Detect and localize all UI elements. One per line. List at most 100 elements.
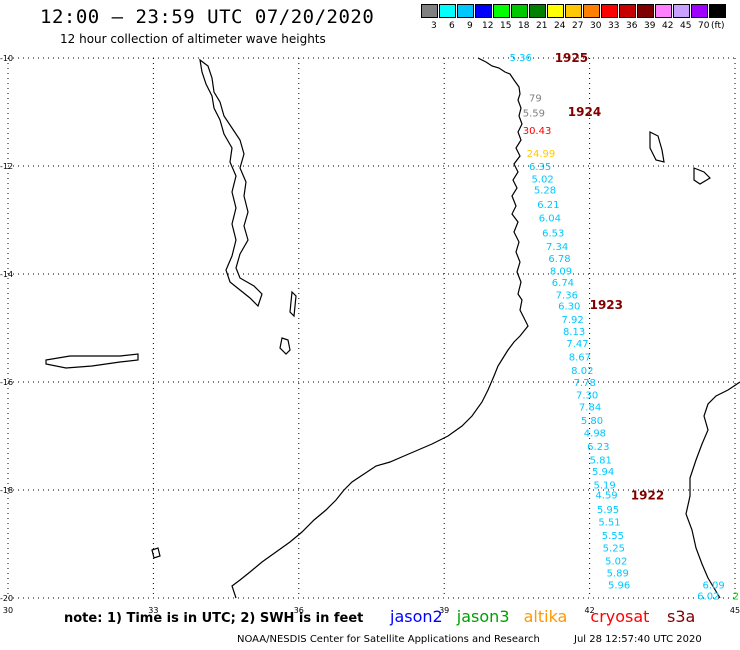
longitude-tick-label: 39: [439, 606, 449, 615]
wave-height-value: 7.34: [546, 242, 568, 253]
wave-height-value: 6.23: [587, 442, 609, 453]
latitude-tick-label: -14: [0, 270, 13, 279]
comoros-island: [693, 167, 711, 185]
wave-height-value: 6.04: [539, 213, 561, 224]
inland-lake: [289, 290, 297, 318]
legend-swatch: [601, 4, 618, 18]
track-label: 1924: [568, 105, 601, 119]
latitude-tick-label: -16: [0, 378, 13, 387]
mission-label: s3a: [667, 607, 696, 626]
wave-height-value: 30.43: [523, 126, 552, 137]
mission-label: jason2: [390, 607, 443, 626]
legend-swatch: [637, 4, 654, 18]
wave-height-value: 4.98: [584, 428, 606, 439]
wave-height-value: 5.28: [534, 185, 556, 196]
coastlines: [45, 57, 740, 599]
legend-label: 24: [554, 21, 566, 31]
wave-height-value: 4.59: [595, 490, 617, 501]
satellite-track-labels: 1925 1924 1923 1922: [555, 51, 664, 502]
latitude-tick-label: -10: [0, 54, 13, 63]
africa-coastline: [231, 57, 529, 599]
wave-height-value: 5.02: [605, 556, 627, 567]
wave-height-value: 5.80: [581, 416, 603, 427]
wave-height-value: 5.59: [523, 109, 545, 120]
wave-height-value: 5.81: [590, 455, 612, 466]
legend-label: 39: [644, 21, 656, 31]
legend-label: 70: [698, 21, 710, 31]
legend-swatch: [475, 4, 492, 18]
legend-swatch: [493, 4, 510, 18]
legend-label: 15: [500, 21, 512, 31]
comoros-island: [649, 131, 665, 163]
wave-height-value: 5.02: [531, 175, 553, 186]
legend-label: 33: [608, 21, 620, 31]
timestamp-text: Jul 28 12:57:40 UTC 2020: [574, 634, 702, 645]
wave-height-value: 2: [733, 591, 739, 602]
legend-swatch: [421, 4, 438, 18]
wave-height-value: 5.36: [510, 53, 532, 64]
legend-swatch: [547, 4, 564, 18]
inland-lake: [279, 337, 291, 355]
legend-swatch: [439, 4, 456, 18]
wave-height-value: 5.25: [603, 543, 625, 554]
wave-height-value: 5.19: [593, 481, 615, 492]
wave-height-value: 6.35: [529, 162, 551, 173]
wave-height-value: 6.09: [703, 581, 725, 592]
wave-height-value: 79: [529, 94, 542, 105]
latitude-tick-label: -12: [0, 162, 13, 171]
wave-height-value: 8.67: [569, 353, 591, 364]
legend-label: 12: [482, 21, 494, 31]
wave-height-value: 7.36: [556, 291, 578, 302]
lake-malawi-outline: [199, 58, 263, 308]
legend-swatch: [655, 4, 672, 18]
wave-height-value: 6.21: [537, 200, 559, 211]
legend-swatch: [457, 4, 474, 18]
longitude-tick-label: 42: [585, 606, 595, 615]
wave-height-value: 5.94: [592, 467, 614, 478]
legend-label: 30: [590, 21, 602, 31]
wave-height-value: 6.78: [548, 254, 570, 265]
legend-label: 42: [662, 21, 674, 31]
wave-height-value: 6.53: [542, 229, 564, 240]
grid-lines: [7, 57, 736, 599]
legend-swatch: [529, 4, 546, 18]
wave-height-value: 5.95: [597, 505, 619, 516]
wave-height-value: 8.09: [550, 266, 572, 277]
legend-label: 9: [467, 21, 473, 31]
mission-label: jason3: [456, 607, 510, 626]
track-label: 1925: [555, 51, 588, 65]
madagascar-coastline: [685, 381, 740, 599]
color-legend: [421, 4, 727, 18]
latitude-tick-label: -18: [0, 486, 13, 495]
track-label: 1922: [631, 488, 664, 502]
wave-height-value: 5.89: [607, 569, 629, 580]
legend-swatch: [583, 4, 600, 18]
longitude-tick-label: 33: [148, 606, 158, 615]
credit-text: NOAA/NESDIS Center for Satellite Applica…: [237, 634, 540, 645]
latitude-tick-label: -20: [0, 594, 13, 603]
legend-label: 6: [449, 21, 455, 31]
track-label: 1923: [590, 298, 623, 312]
wave-height-value: 8.02: [571, 366, 593, 377]
longitude-tick-label: 45: [730, 606, 740, 615]
wave-height-value: 5.96: [608, 581, 630, 592]
legend-swatch: [565, 4, 582, 18]
page-subtitle: 12 hour collection of altimeter wave hei…: [60, 32, 326, 46]
longitude-tick-label: 30: [3, 606, 13, 615]
legend-unit: (ft): [711, 21, 725, 31]
axis-tick-labels: -10 -12 -14 -16 -18 -20 30 33 36 39 42 45: [0, 54, 740, 615]
inland-lake: [151, 547, 161, 559]
wave-height-value: 6.74: [552, 278, 574, 289]
legend-label: 36: [626, 21, 638, 31]
wave-height-value: 7.78: [574, 378, 596, 389]
wave-height-value: 24.99: [527, 149, 556, 160]
legend-label: 27: [572, 21, 584, 31]
wave-height-value: 6.30: [558, 301, 580, 312]
legend-label: 21: [536, 21, 548, 31]
wave-height-value: 7.30: [576, 391, 598, 402]
legend-swatch: [673, 4, 690, 18]
legend-label: 3: [431, 21, 437, 31]
mission-label: altika: [523, 607, 568, 626]
wave-height-measurements: 5.36795.5930.4324.996.355.025.286.216.04…: [510, 53, 739, 602]
